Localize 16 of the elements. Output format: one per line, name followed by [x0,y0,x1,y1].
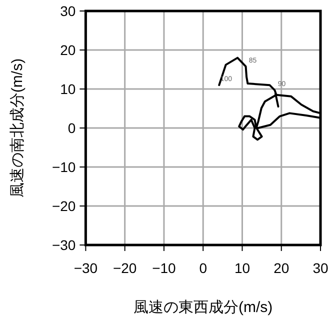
y-tick-label: 0 [68,120,76,136]
y-tick-label: −10 [52,159,76,175]
y-tick-label: −20 [52,198,76,214]
x-tick-label: 20 [274,260,290,276]
x-tick-label: −10 [152,260,176,276]
x-tick-label: 0 [199,260,208,276]
x-axis-title: 風速の東西成分(m/s) [134,299,273,316]
x-tick-label: 30 [312,260,328,276]
x-tick-label: −30 [74,260,98,276]
y-axis-title: 風速の南北成分(m/s) [9,58,26,198]
y-tick-label: 20 [60,42,76,58]
x-tick-label: 10 [234,260,250,276]
y-tick-label: −30 [52,237,76,253]
y-tick-label: 10 [60,81,76,97]
x-tick-label: −20 [112,260,137,276]
y-tick-label: 30 [60,3,76,19]
